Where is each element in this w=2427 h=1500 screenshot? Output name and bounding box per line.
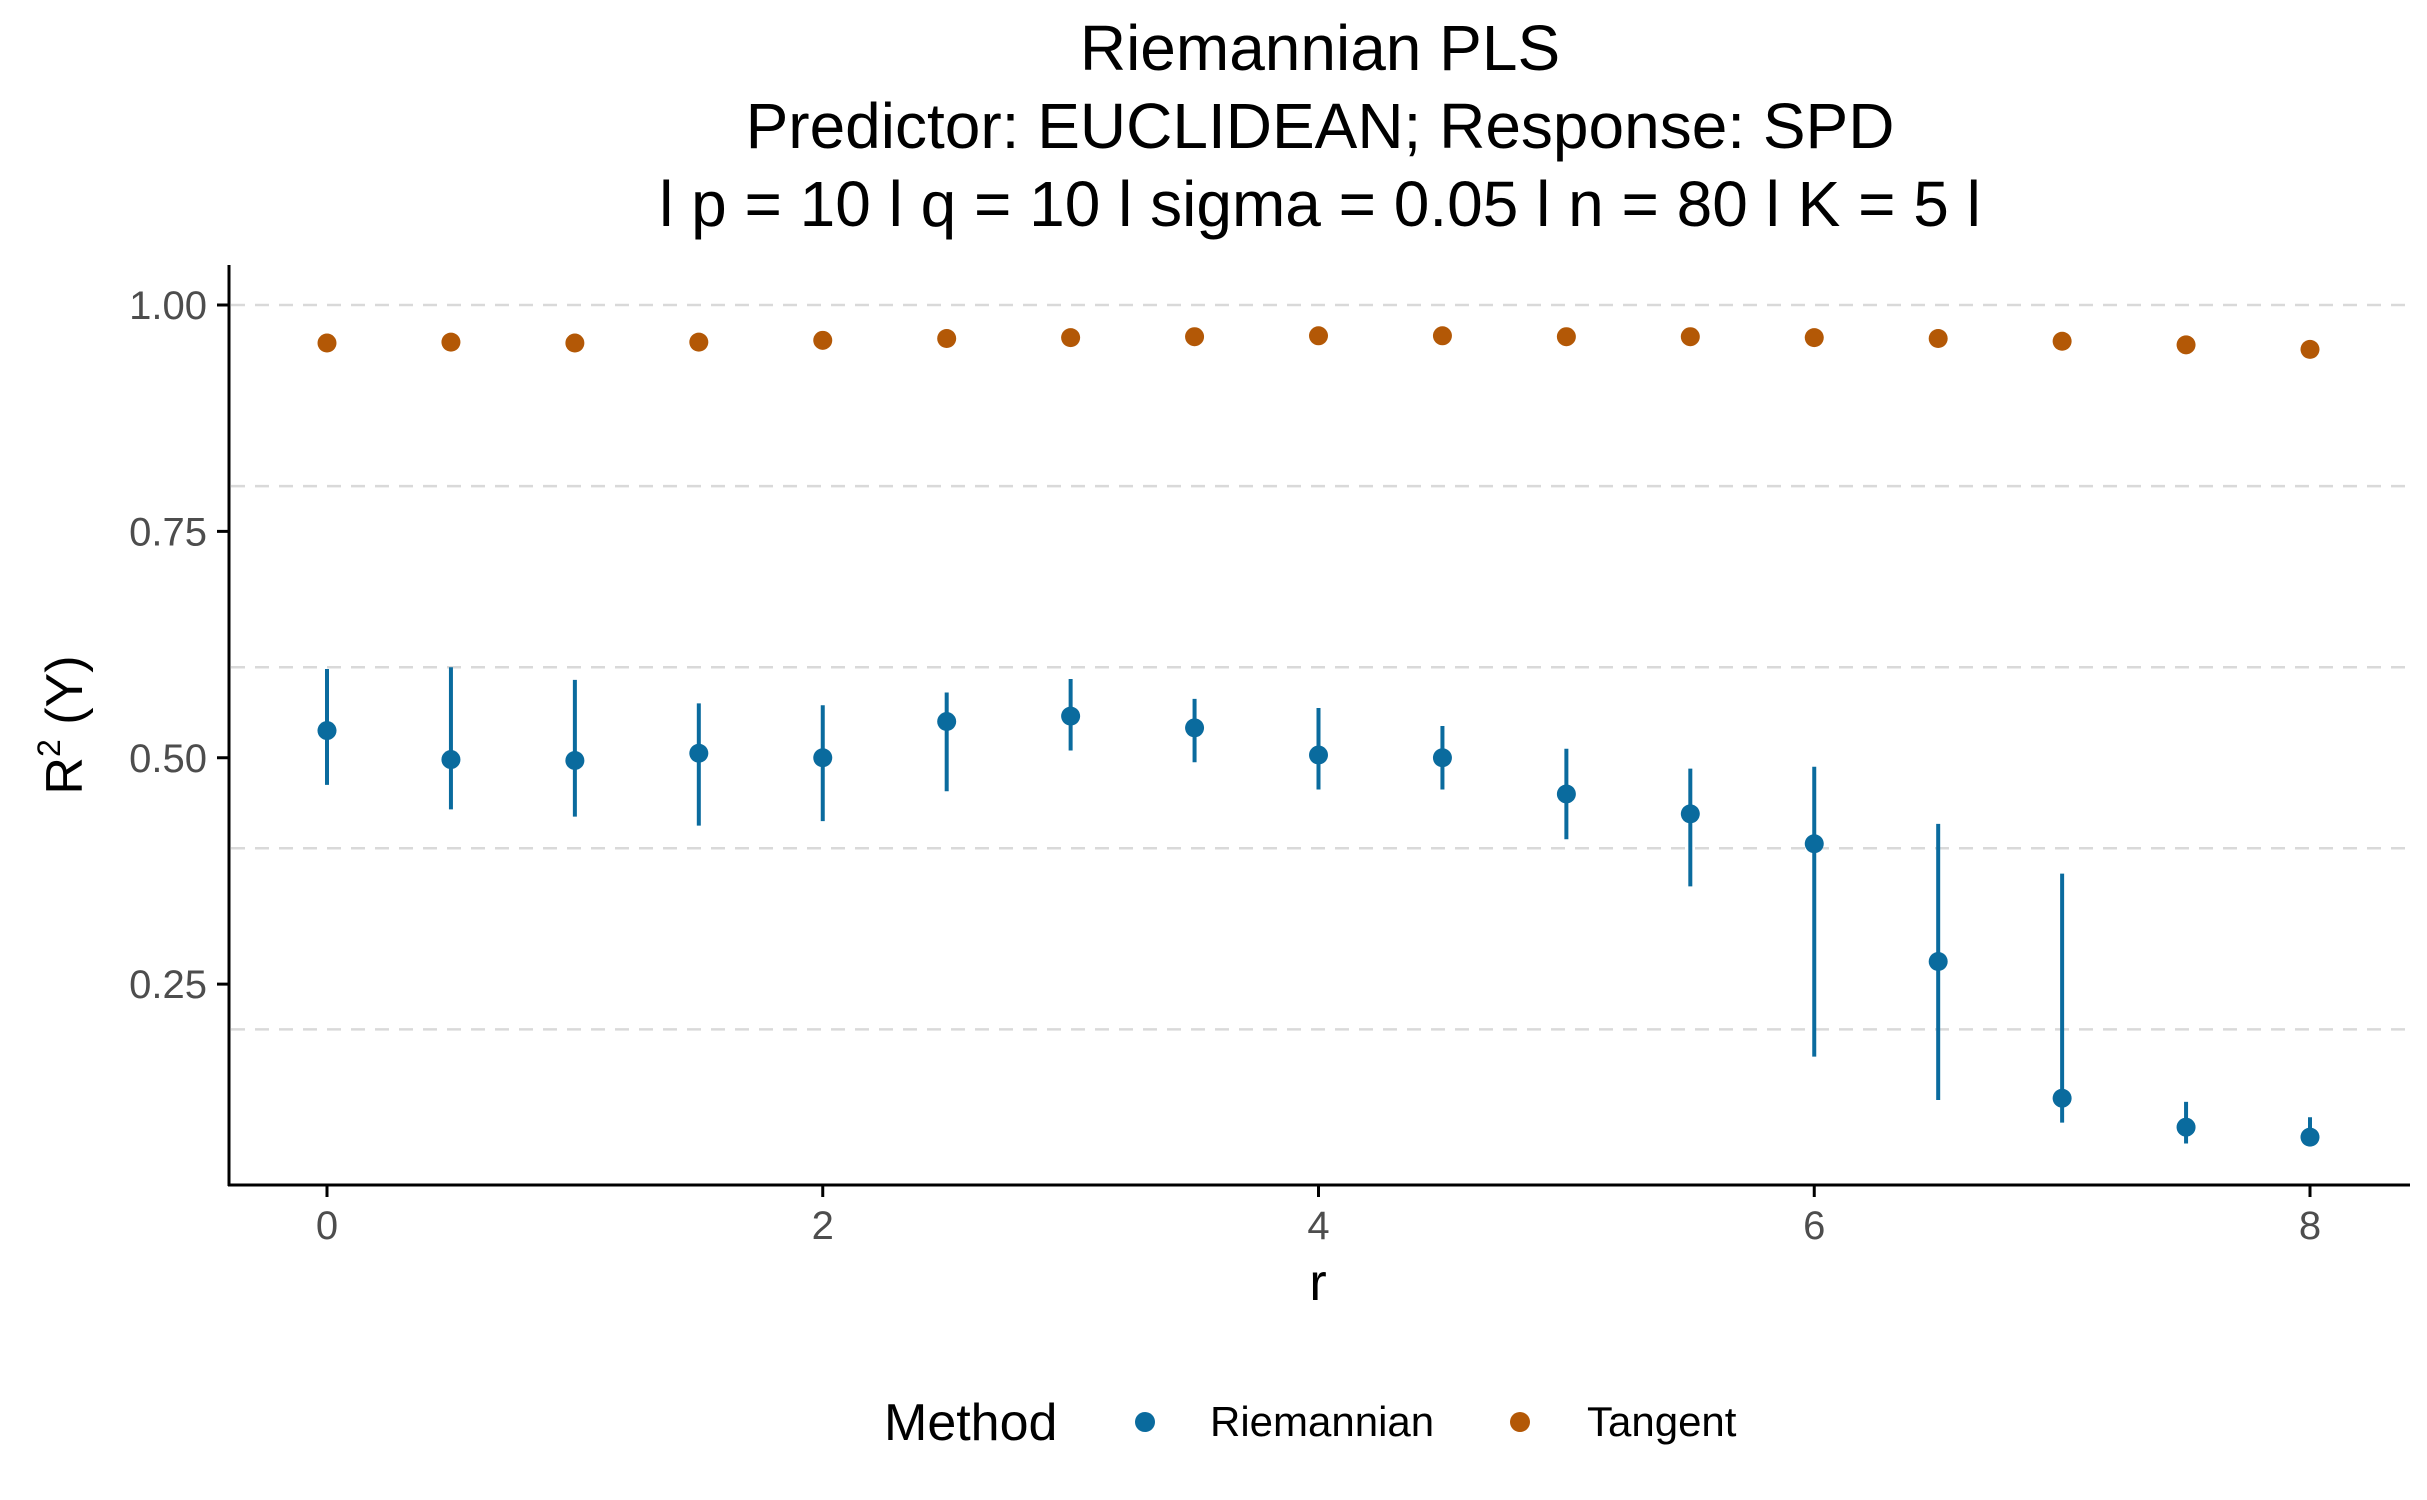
error-bars xyxy=(325,667,2312,1147)
legend-marker-riemannian xyxy=(1135,1412,1155,1432)
point-tangent xyxy=(689,332,709,352)
x-tick-label: 4 xyxy=(1307,1204,1329,1248)
point-riemannian xyxy=(1680,804,1700,824)
point-tangent xyxy=(1680,327,1700,347)
point-riemannian xyxy=(1432,748,1452,768)
y-tick-label: 0.75 xyxy=(129,510,207,554)
y-tick-label: 1.00 xyxy=(129,284,207,328)
x-tick-label: 0 xyxy=(316,1204,338,1248)
point-tangent xyxy=(2052,331,2072,351)
point-tangent xyxy=(1061,328,1081,348)
y-tick-label: 0.25 xyxy=(129,963,207,1007)
point-riemannian xyxy=(2176,1117,2196,1137)
title-line-2: Predictor: EUCLIDEAN; Response: SPD xyxy=(746,90,1895,162)
legend-title: Method xyxy=(884,1394,1057,1452)
point-tangent xyxy=(937,329,957,349)
point-riemannian xyxy=(1185,718,1205,738)
point-riemannian xyxy=(689,743,709,763)
chart-title: Riemannian PLS Predictor: EUCLIDEAN; Res… xyxy=(659,12,1981,240)
x-tick-label: 2 xyxy=(812,1204,834,1248)
point-riemannian xyxy=(1804,834,1824,854)
title-line-1: Riemannian PLS xyxy=(1080,12,1560,84)
gridlines xyxy=(231,303,2410,1031)
point-riemannian xyxy=(937,712,957,732)
legend-label-riemannian: Riemannian xyxy=(1210,1398,1434,1445)
point-riemannian xyxy=(1928,951,1948,971)
y-axis-title-main: R xyxy=(36,757,94,795)
point-tangent xyxy=(1928,329,1948,349)
x-axis-ticks: 0 2 4 6 8 xyxy=(316,1185,2321,1248)
x-tick-label: 8 xyxy=(2299,1204,2321,1248)
point-riemannian xyxy=(317,721,337,741)
y-axis-title: R2 (Y) xyxy=(31,655,94,794)
point-tangent xyxy=(1309,326,1328,346)
point-tangent xyxy=(1185,327,1205,347)
legend: Method Riemannian Tangent xyxy=(884,1394,1737,1452)
point-riemannian xyxy=(1309,745,1328,765)
point-riemannian xyxy=(565,750,585,770)
y-tick-label: 0.50 xyxy=(129,737,207,781)
point-tangent xyxy=(317,333,337,353)
y-axis-ticks: 0.25 0.50 0.75 1.00 xyxy=(129,284,229,1007)
legend-label-tangent: Tangent xyxy=(1587,1398,1737,1445)
y-axis-title-superscript: 2 xyxy=(31,739,67,757)
point-riemannian xyxy=(1556,784,1576,804)
point-tangent xyxy=(1432,326,1452,346)
point-riemannian xyxy=(813,748,833,768)
point-tangent xyxy=(813,330,833,350)
legend-marker-tangent xyxy=(1510,1412,1530,1432)
point-tangent xyxy=(441,332,461,352)
point-riemannian xyxy=(441,750,461,770)
title-line-3: l p = 10 l q = 10 l sigma = 0.05 l n = 8… xyxy=(659,168,1981,240)
point-tangent xyxy=(565,333,585,353)
point-tangent xyxy=(1556,327,1576,347)
point-tangent xyxy=(1804,328,1824,348)
point-riemannian xyxy=(2052,1088,2072,1108)
point-riemannian xyxy=(1061,706,1081,726)
data-points xyxy=(317,326,2320,1147)
point-riemannian xyxy=(2300,1127,2320,1147)
x-axis-title: r xyxy=(1309,1254,1326,1312)
point-tangent xyxy=(2176,335,2196,355)
x-tick-label: 6 xyxy=(1803,1204,1825,1248)
y-axis-title-suffix: (Y) xyxy=(36,655,94,739)
point-tangent xyxy=(2300,339,2320,359)
